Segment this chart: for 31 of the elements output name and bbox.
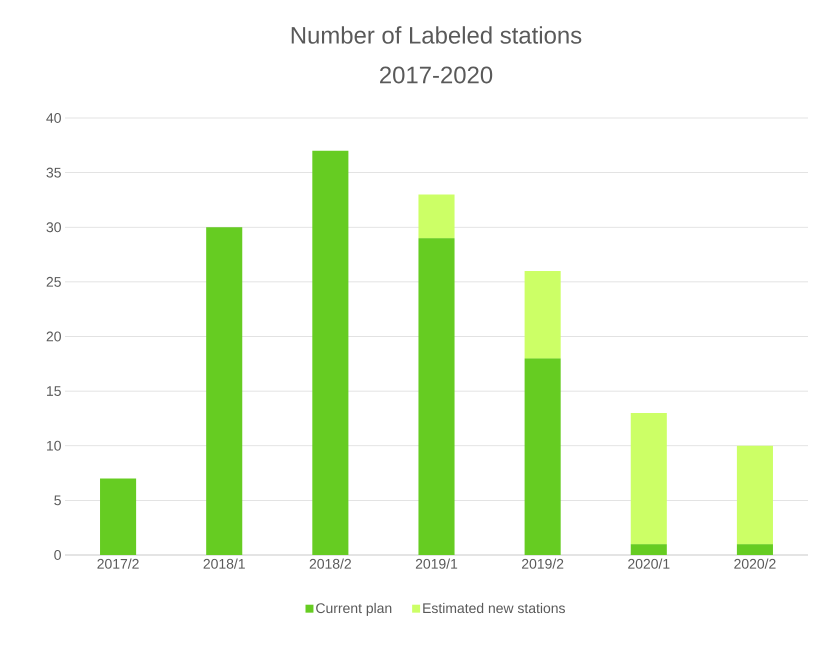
chart-subtitle: 2017-2020 (380, 66, 492, 84)
x-tick-label: 2019/1 (416, 558, 458, 569)
y-tick-label: 10 (47, 440, 61, 451)
bar (312, 150, 348, 555)
bar (524, 270, 561, 358)
bar (736, 446, 773, 544)
y-tick-label: 25 (46, 276, 61, 287)
legend-label: Current plan (316, 602, 392, 616)
bar (418, 194, 455, 238)
y-tick-label: 40 (46, 113, 61, 123)
chart-title: Number of Labeled stations (292, 26, 582, 44)
x-tick-label: 2019/2 (522, 558, 564, 569)
legend-label: Estimated new stations (423, 602, 565, 614)
y-tick-label: 5 (54, 496, 61, 506)
y-tick-label: 15 (47, 386, 61, 396)
x-tick-label: 2018/2 (310, 558, 351, 569)
y-tick-label: 35 (46, 168, 61, 178)
bar (630, 544, 667, 555)
x-tick-label: 2020/1 (628, 558, 670, 569)
bar (630, 412, 667, 544)
bar (418, 238, 455, 555)
bar (100, 478, 136, 555)
x-tick-label: 2020/2 (734, 558, 776, 569)
x-tick-label: 2018/1 (204, 558, 245, 569)
bar (736, 544, 773, 555)
y-tick-label: 0 (54, 550, 61, 560)
bar (206, 227, 242, 555)
y-tick-label: 30 (46, 222, 61, 232)
x-tick-label: 2017/2 (97, 558, 139, 569)
y-tick-label: 20 (46, 332, 61, 342)
bar (524, 358, 561, 555)
